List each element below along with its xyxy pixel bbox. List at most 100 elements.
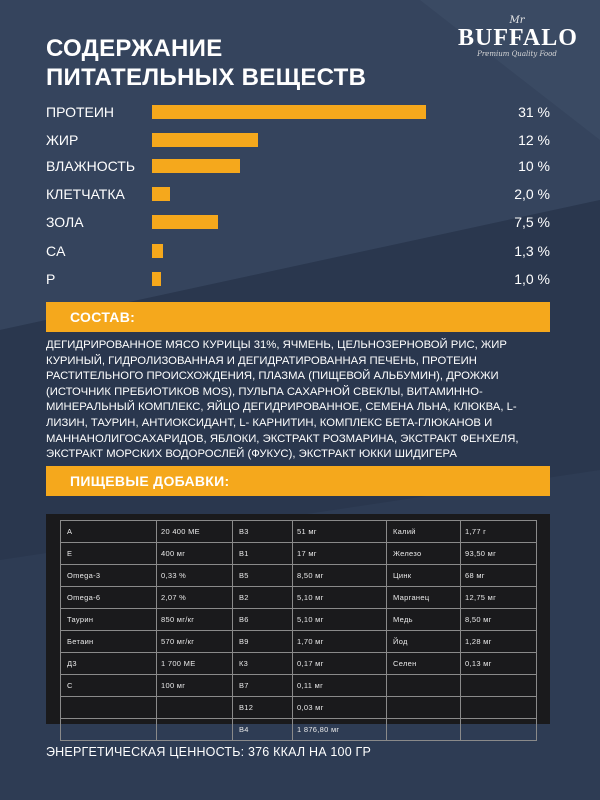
- composition-heading: СОСТАВ:: [46, 302, 550, 332]
- supplement-amount-cell: 1 876,80 мг: [292, 718, 387, 741]
- supplement-name-cell: К3: [232, 652, 293, 675]
- supplement-amount-cell: 17 мг: [292, 542, 387, 565]
- supplement-amount-cell: 20 400 МЕ: [156, 520, 233, 543]
- table-row: B12 0,03 мг: [60, 696, 537, 719]
- table-row: Omega-6 2,07 % B2 5,10 мг Марганец 12,75 мг: [60, 586, 537, 609]
- nutrient-value: 7,5 %: [514, 214, 550, 230]
- supplement-amount-cell: 12,75 мг: [460, 586, 537, 609]
- nutrient-bar: [152, 244, 164, 258]
- nutrient-bar: [152, 215, 219, 229]
- nutrient-bar: [152, 272, 161, 286]
- supplement-name-cell: Д3: [60, 652, 157, 675]
- nutrient-label: ЖИР: [46, 132, 79, 148]
- logo-tagline: Premium Quality Food: [477, 50, 557, 58]
- nutrient-label: КЛЕТЧАТКА: [46, 186, 125, 202]
- supplement-amount-cell: [460, 718, 537, 741]
- supplement-name-cell: B2: [232, 586, 293, 609]
- supplement-amount-cell: 0,17 мг: [292, 652, 387, 675]
- supplements-heading: ПИЩЕВЫЕ ДОБАВКИ:: [46, 466, 550, 496]
- table-row: Бетаин 570 мг/кг B9 1,70 мг Йод 1,28 мг: [60, 630, 537, 653]
- supplement-name-cell: A: [60, 520, 157, 543]
- supplement-amount-cell: 51 мг: [292, 520, 387, 543]
- nutrient-value: 1,3 %: [514, 243, 550, 259]
- composition-text: ДЕГИДРИРОВАННОЕ МЯСО КУРИЦЫ 31%, ЯЧМЕНЬ,…: [46, 339, 519, 461]
- supplement-name-cell: Бетаин: [60, 630, 157, 653]
- page-title: СОДЕРЖАНИЕ ПИТАТЕЛЬНЫХ ВЕЩЕСТВ: [46, 34, 406, 92]
- nutrient-value: 10 %: [518, 158, 550, 174]
- supplement-amount-cell: [156, 718, 233, 741]
- table-row: C 100 мг B7 0,11 мг: [60, 674, 537, 697]
- supplement-name-cell: Omega-3: [60, 564, 157, 587]
- supplement-name-cell: [60, 696, 157, 719]
- supplement-name-cell: Медь: [386, 608, 461, 631]
- nutrient-row: КЛЕТЧАТКА 2,0 %: [46, 184, 550, 204]
- supplement-name-cell: Железо: [386, 542, 461, 565]
- supplement-amount-cell: 93,50 мг: [460, 542, 537, 565]
- supplement-name-cell: [386, 674, 461, 697]
- nutrient-bar: [152, 133, 259, 147]
- table-row: E 400 мг B1 17 мг Железо 93,50 мг: [60, 542, 537, 565]
- nutrient-value: 31 %: [518, 104, 550, 120]
- nutrient-bar: [152, 105, 426, 119]
- logo-name: BUFFALO: [458, 25, 578, 51]
- brand-logo: Mr BUFFALO Premium Quality Food: [458, 15, 578, 68]
- supplement-name-cell: B4: [232, 718, 293, 741]
- supplement-name-cell: E: [60, 542, 157, 565]
- supplement-name-cell: Калий: [386, 520, 461, 543]
- page-title-line1: СОДЕРЖАНИЕ: [46, 35, 223, 62]
- supplement-amount-cell: 0,13 мг: [460, 652, 537, 675]
- supplement-name-cell: B6: [232, 608, 293, 631]
- table-row: Таурин 850 мг/кг B6 5,10 мг Медь 8,50 мг: [60, 608, 537, 631]
- supplement-amount-cell: 0,33 %: [156, 564, 233, 587]
- supplement-amount-cell: 2,07 %: [156, 586, 233, 609]
- nutrient-row: ВЛАЖНОСТЬ 10 %: [46, 156, 550, 176]
- page-title-line2: ПИТАТЕЛЬНЫХ ВЕЩЕСТВ: [46, 64, 367, 91]
- table-row: B4 1 876,80 мг: [60, 718, 537, 741]
- nutrient-value: 1,0 %: [514, 271, 550, 287]
- nutrient-row: ПРОТЕИН 31 %: [46, 102, 550, 122]
- supplement-amount-cell: 8,50 мг: [460, 608, 537, 631]
- supplement-amount-cell: [156, 696, 233, 719]
- supplement-name-cell: C: [60, 674, 157, 697]
- supplement-name-cell: Таурин: [60, 608, 157, 631]
- supplement-amount-cell: 100 мг: [156, 674, 233, 697]
- nutrient-row: ЗОЛА 7,5 %: [46, 212, 550, 232]
- supplement-name-cell: B3: [232, 520, 293, 543]
- nutrient-bar: [152, 159, 241, 173]
- supplement-amount-cell: 0,03 мг: [292, 696, 387, 719]
- supplement-name-cell: Omega-6: [60, 586, 157, 609]
- nutrient-value: 12 %: [518, 132, 550, 148]
- nutrient-label: ЗОЛА: [46, 214, 84, 230]
- nutrient-value: 2,0 %: [514, 186, 550, 202]
- supplement-name-cell: B9: [232, 630, 293, 653]
- supplement-name-cell: [386, 718, 461, 741]
- nutrient-label: ВЛАЖНОСТЬ: [46, 158, 136, 174]
- nutrient-label: P: [46, 271, 56, 287]
- supplement-amount-cell: 1,28 мг: [460, 630, 537, 653]
- supplement-amount-cell: 8,50 мг: [292, 564, 387, 587]
- nutrient-label: ПРОТЕИН: [46, 104, 115, 120]
- supplement-name-cell: B5: [232, 564, 293, 587]
- supplement-amount-cell: [460, 674, 537, 697]
- supplements-table: A 20 400 МЕ B3 51 мг Калий 1,77 г E 400 мг B1 17 …: [60, 520, 537, 741]
- nutrient-row: P 1,0 %: [46, 269, 550, 289]
- supplement-name-cell: Цинк: [386, 564, 461, 587]
- supplement-amount-cell: 1,77 г: [460, 520, 537, 543]
- supplement-amount-cell: 400 мг: [156, 542, 233, 565]
- supplement-amount-cell: 0,11 мг: [292, 674, 387, 697]
- nutrient-row: ЖИР 12 %: [46, 130, 550, 150]
- supplements-panel: A 20 400 МЕ B3 51 мг Калий 1,77 г E 400 мг B1 17 …: [46, 514, 550, 741]
- supplement-amount-cell: [460, 696, 537, 719]
- logo-mr: Mr: [509, 15, 525, 26]
- table-row: A 20 400 МЕ B3 51 мг Калий 1,77 г: [60, 520, 537, 543]
- supplement-name-cell: B1: [232, 542, 293, 565]
- energy-value: ЭНЕРГЕТИЧЕСКАЯ ЦЕННОСТЬ: 376 ККАЛ НА 100…: [46, 745, 372, 759]
- supplement-name-cell: [386, 696, 461, 719]
- nutrient-label: CA: [46, 243, 66, 259]
- supplement-amount-cell: 1 700 МЕ: [156, 652, 233, 675]
- supplement-amount-cell: 570 мг/кг: [156, 630, 233, 653]
- nutrient-bar: [152, 187, 170, 201]
- nutrient-row: CA 1,3 %: [46, 241, 550, 261]
- supplement-name-cell: Марганец: [386, 586, 461, 609]
- supplement-name-cell: [60, 718, 157, 741]
